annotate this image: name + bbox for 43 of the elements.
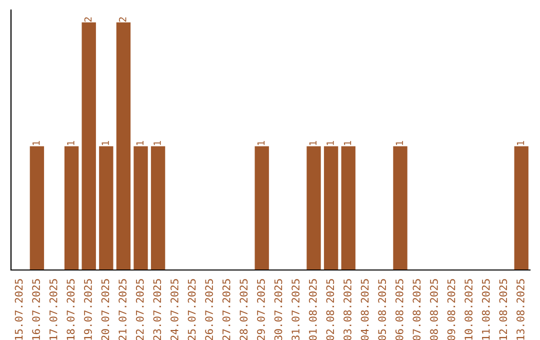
x-tick-label: 18.07.2025: [66, 279, 75, 340]
x-tick-label: 03.08.2025: [344, 279, 352, 340]
data-label: 1: [102, 140, 109, 146]
data-label: 2: [118, 17, 126, 22]
x-tick-label: 27.07.2025: [222, 279, 230, 340]
data-label: 2: [84, 17, 92, 22]
x-tick-label: 26.07.2025: [205, 279, 213, 340]
data-label: 1: [67, 140, 74, 146]
x-tick-label: 22.07.2025: [136, 279, 144, 340]
x-tick-label: 23.07.2025: [153, 279, 162, 340]
x-tick-label: 08.08.2025: [430, 279, 438, 340]
x-tick-label: 15.07.2025: [14, 279, 23, 340]
data-label: 1: [309, 140, 316, 146]
x-tick-label: 19.07.2025: [84, 279, 92, 340]
data-label: 1: [154, 140, 161, 146]
x-tick-label: 13.08.2025: [516, 279, 524, 340]
x-tick-label: 05.08.2025: [378, 279, 386, 340]
data-label: 1: [326, 140, 334, 146]
x-tick-label: 09.08.2025: [447, 279, 456, 340]
x-tick-label: 02.08.2025: [326, 279, 334, 340]
x-tick-label: 07.08.2025: [412, 279, 421, 340]
data-label: 1: [136, 140, 144, 146]
x-tick-label: 20.07.2025: [101, 279, 110, 340]
data-label: 1: [32, 140, 40, 146]
x-tick-label: 06.08.2025: [395, 279, 404, 340]
data-label: 1: [516, 140, 524, 146]
x-tick-label: 28.07.2025: [240, 279, 248, 340]
data-label: 1: [344, 140, 352, 146]
x-tick-label: 25.07.2025: [188, 279, 196, 340]
data-label: 1: [396, 140, 403, 146]
x-tick-label: 12.08.2025: [499, 279, 508, 340]
x-tick-label: 17.07.2025: [49, 279, 58, 340]
x-tick-label: 31.07.2025: [292, 279, 300, 340]
x-tick-label: 21.07.2025: [118, 279, 126, 340]
x-tick-label: 01.08.2025: [308, 279, 317, 340]
x-tick-label: 04.08.2025: [360, 279, 369, 340]
x-tick-label: 30.07.2025: [274, 279, 282, 340]
data-label: 1: [257, 140, 265, 146]
x-tick-label: 16.07.2025: [32, 279, 40, 340]
x-tick-label: 10.08.2025: [464, 279, 472, 340]
x-tick-label: 29.07.2025: [257, 279, 265, 340]
x-tick-label: 11.08.2025: [482, 279, 490, 340]
x-tick-label: 24.07.2025: [170, 279, 178, 340]
